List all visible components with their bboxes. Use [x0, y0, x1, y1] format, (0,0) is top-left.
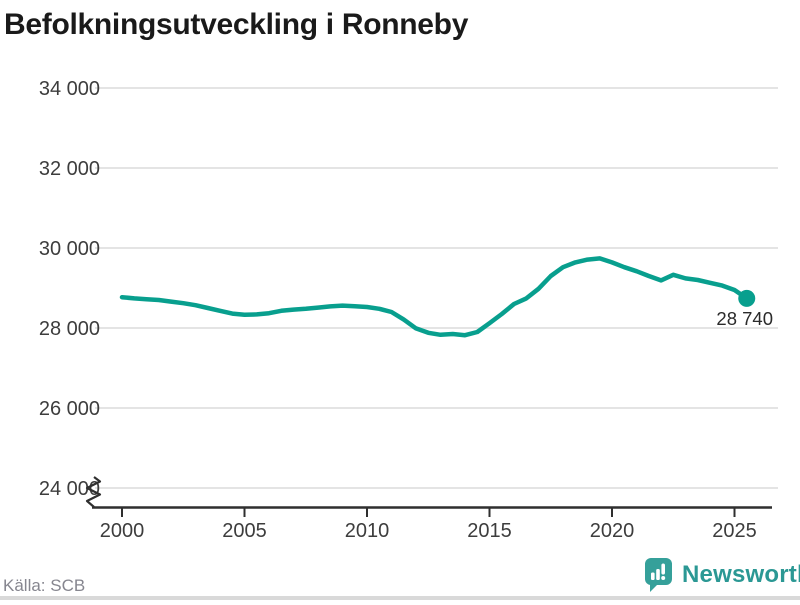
x-tick-label: 2020 — [590, 520, 635, 542]
bottom-edge-strip — [0, 596, 800, 600]
y-tick-label: 34 000 — [39, 78, 100, 100]
y-tick-label: 26 000 — [39, 398, 100, 420]
axis-break-icon — [85, 476, 102, 508]
y-tick-label: 32 000 — [39, 158, 100, 180]
x-tick-label: 2025 — [712, 520, 757, 542]
y-tick-label: 30 000 — [39, 238, 100, 260]
newsworthy-logo[interactable]: Newsworthy — [644, 557, 800, 593]
x-tick-label: 2015 — [467, 520, 512, 542]
y-tick-label: 28 000 — [39, 318, 100, 340]
x-tick-label: 2010 — [345, 520, 390, 542]
page-title: Befolkningsutveckling i Ronneby — [4, 8, 469, 41]
last-value-label: 28 740 — [716, 308, 773, 329]
bar-chart-speech-bubble-icon — [644, 557, 673, 593]
x-tick-label: 2000 — [100, 520, 145, 542]
x-tick-label: 2005 — [222, 520, 267, 542]
y-tick-label: 24 000 — [39, 478, 100, 500]
source-label: Källa: SCB — [3, 576, 86, 595]
population-line — [119, 256, 750, 338]
last-point-dot — [738, 289, 756, 307]
newsworthy-wordmark: Newsworthy — [682, 561, 800, 588]
